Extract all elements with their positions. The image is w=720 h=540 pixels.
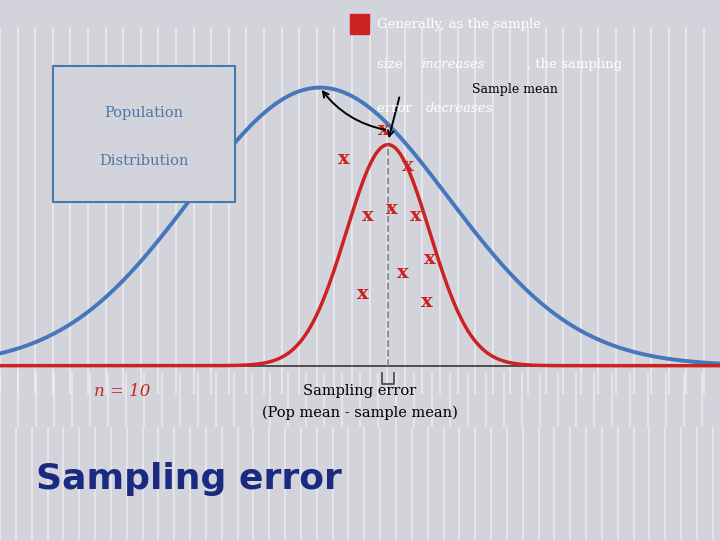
Text: Sampling error: Sampling error <box>303 384 417 399</box>
Bar <box>350 14 369 35</box>
Text: n = 10: n = 10 <box>94 383 150 400</box>
Text: x: x <box>356 285 368 303</box>
Text: Population: Population <box>104 105 184 119</box>
Text: x: x <box>397 264 408 282</box>
Text: , the sampling: , the sampling <box>527 58 623 71</box>
Text: x: x <box>402 157 414 175</box>
Text: size: size <box>377 58 407 71</box>
Text: x: x <box>378 122 390 139</box>
Text: x: x <box>386 200 398 218</box>
Text: x: x <box>410 207 422 225</box>
Text: increases: increases <box>421 58 485 71</box>
Text: x: x <box>424 249 436 268</box>
Text: Generally, as the sample: Generally, as the sample <box>377 18 541 31</box>
Text: x: x <box>420 293 432 310</box>
Text: error: error <box>377 102 416 115</box>
Text: x: x <box>338 150 350 168</box>
FancyBboxPatch shape <box>53 66 235 201</box>
Text: Sample mean: Sample mean <box>472 83 558 96</box>
Text: decreases: decreases <box>426 102 492 115</box>
Text: x: x <box>362 207 374 225</box>
Text: (Pop mean - sample mean): (Pop mean - sample mean) <box>262 406 458 421</box>
Text: Distribution: Distribution <box>99 154 189 168</box>
Text: Sampling error: Sampling error <box>36 462 342 496</box>
